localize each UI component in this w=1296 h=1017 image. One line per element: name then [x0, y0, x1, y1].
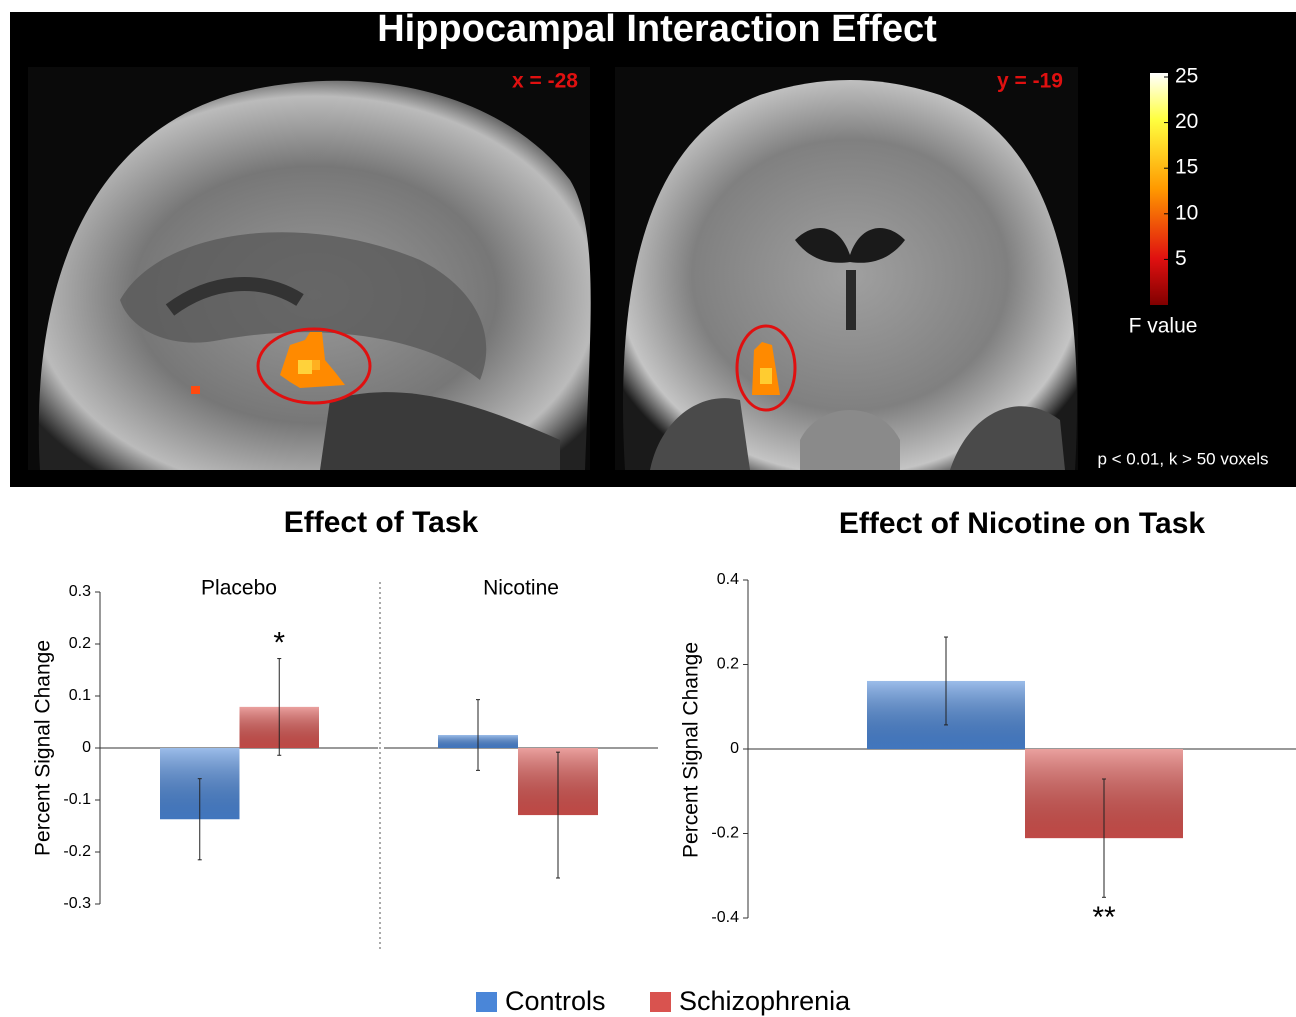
chart-title: Effect of Nicotine on Task: [839, 507, 1205, 540]
slice-label: y = -19: [997, 70, 1063, 93]
coronal-slice: [615, 67, 1078, 470]
y-tick-label: 0.4: [717, 571, 739, 588]
significance-label: *: [273, 626, 285, 659]
legend-label: Schizophrenia: [679, 986, 851, 1016]
y-tick-label: -0.3: [63, 895, 91, 912]
legend-swatch: [476, 992, 497, 1012]
slice-label: x = -28: [512, 70, 578, 93]
colorbar-tick-label: 25: [1175, 65, 1198, 88]
y-tick-label: 0.2: [717, 656, 739, 673]
y-tick-label: -0.2: [711, 825, 739, 842]
category-label: Placebo: [201, 577, 277, 600]
threshold-note: p < 0.01, k > 50 voxels: [1097, 449, 1268, 468]
colorbar: [1150, 73, 1168, 305]
legend-label: Controls: [505, 986, 606, 1016]
colorbar-tick-label: 20: [1175, 110, 1198, 133]
y-tick-label: 0.3: [69, 583, 91, 600]
y-tick-label: -0.2: [63, 843, 91, 860]
y-axis-label: Percent Signal Change: [32, 640, 55, 856]
y-axis-label: Percent Signal Change: [680, 642, 703, 858]
chart-title: Effect of Task: [284, 506, 479, 539]
y-tick-label: 0: [730, 740, 739, 757]
y-tick-label: -0.4: [711, 909, 739, 926]
y-tick-label: 0: [82, 739, 91, 756]
colorbar-tick-label: 5: [1175, 247, 1187, 270]
category-label: Nicotine: [483, 577, 559, 600]
significance-label: **: [1092, 901, 1116, 934]
colorbar-tick-label: 15: [1175, 156, 1198, 179]
colorbar-label: F value: [1129, 315, 1198, 338]
y-tick-label: -0.1: [63, 791, 91, 808]
figure-title: Hippocampal Interaction Effect: [377, 8, 937, 50]
legend-swatch: [650, 992, 671, 1012]
y-tick-label: 0.1: [69, 687, 91, 704]
sagittal-slice: [28, 67, 591, 470]
y-tick-label: 0.2: [69, 635, 91, 652]
colorbar-tick-label: 10: [1175, 201, 1198, 224]
